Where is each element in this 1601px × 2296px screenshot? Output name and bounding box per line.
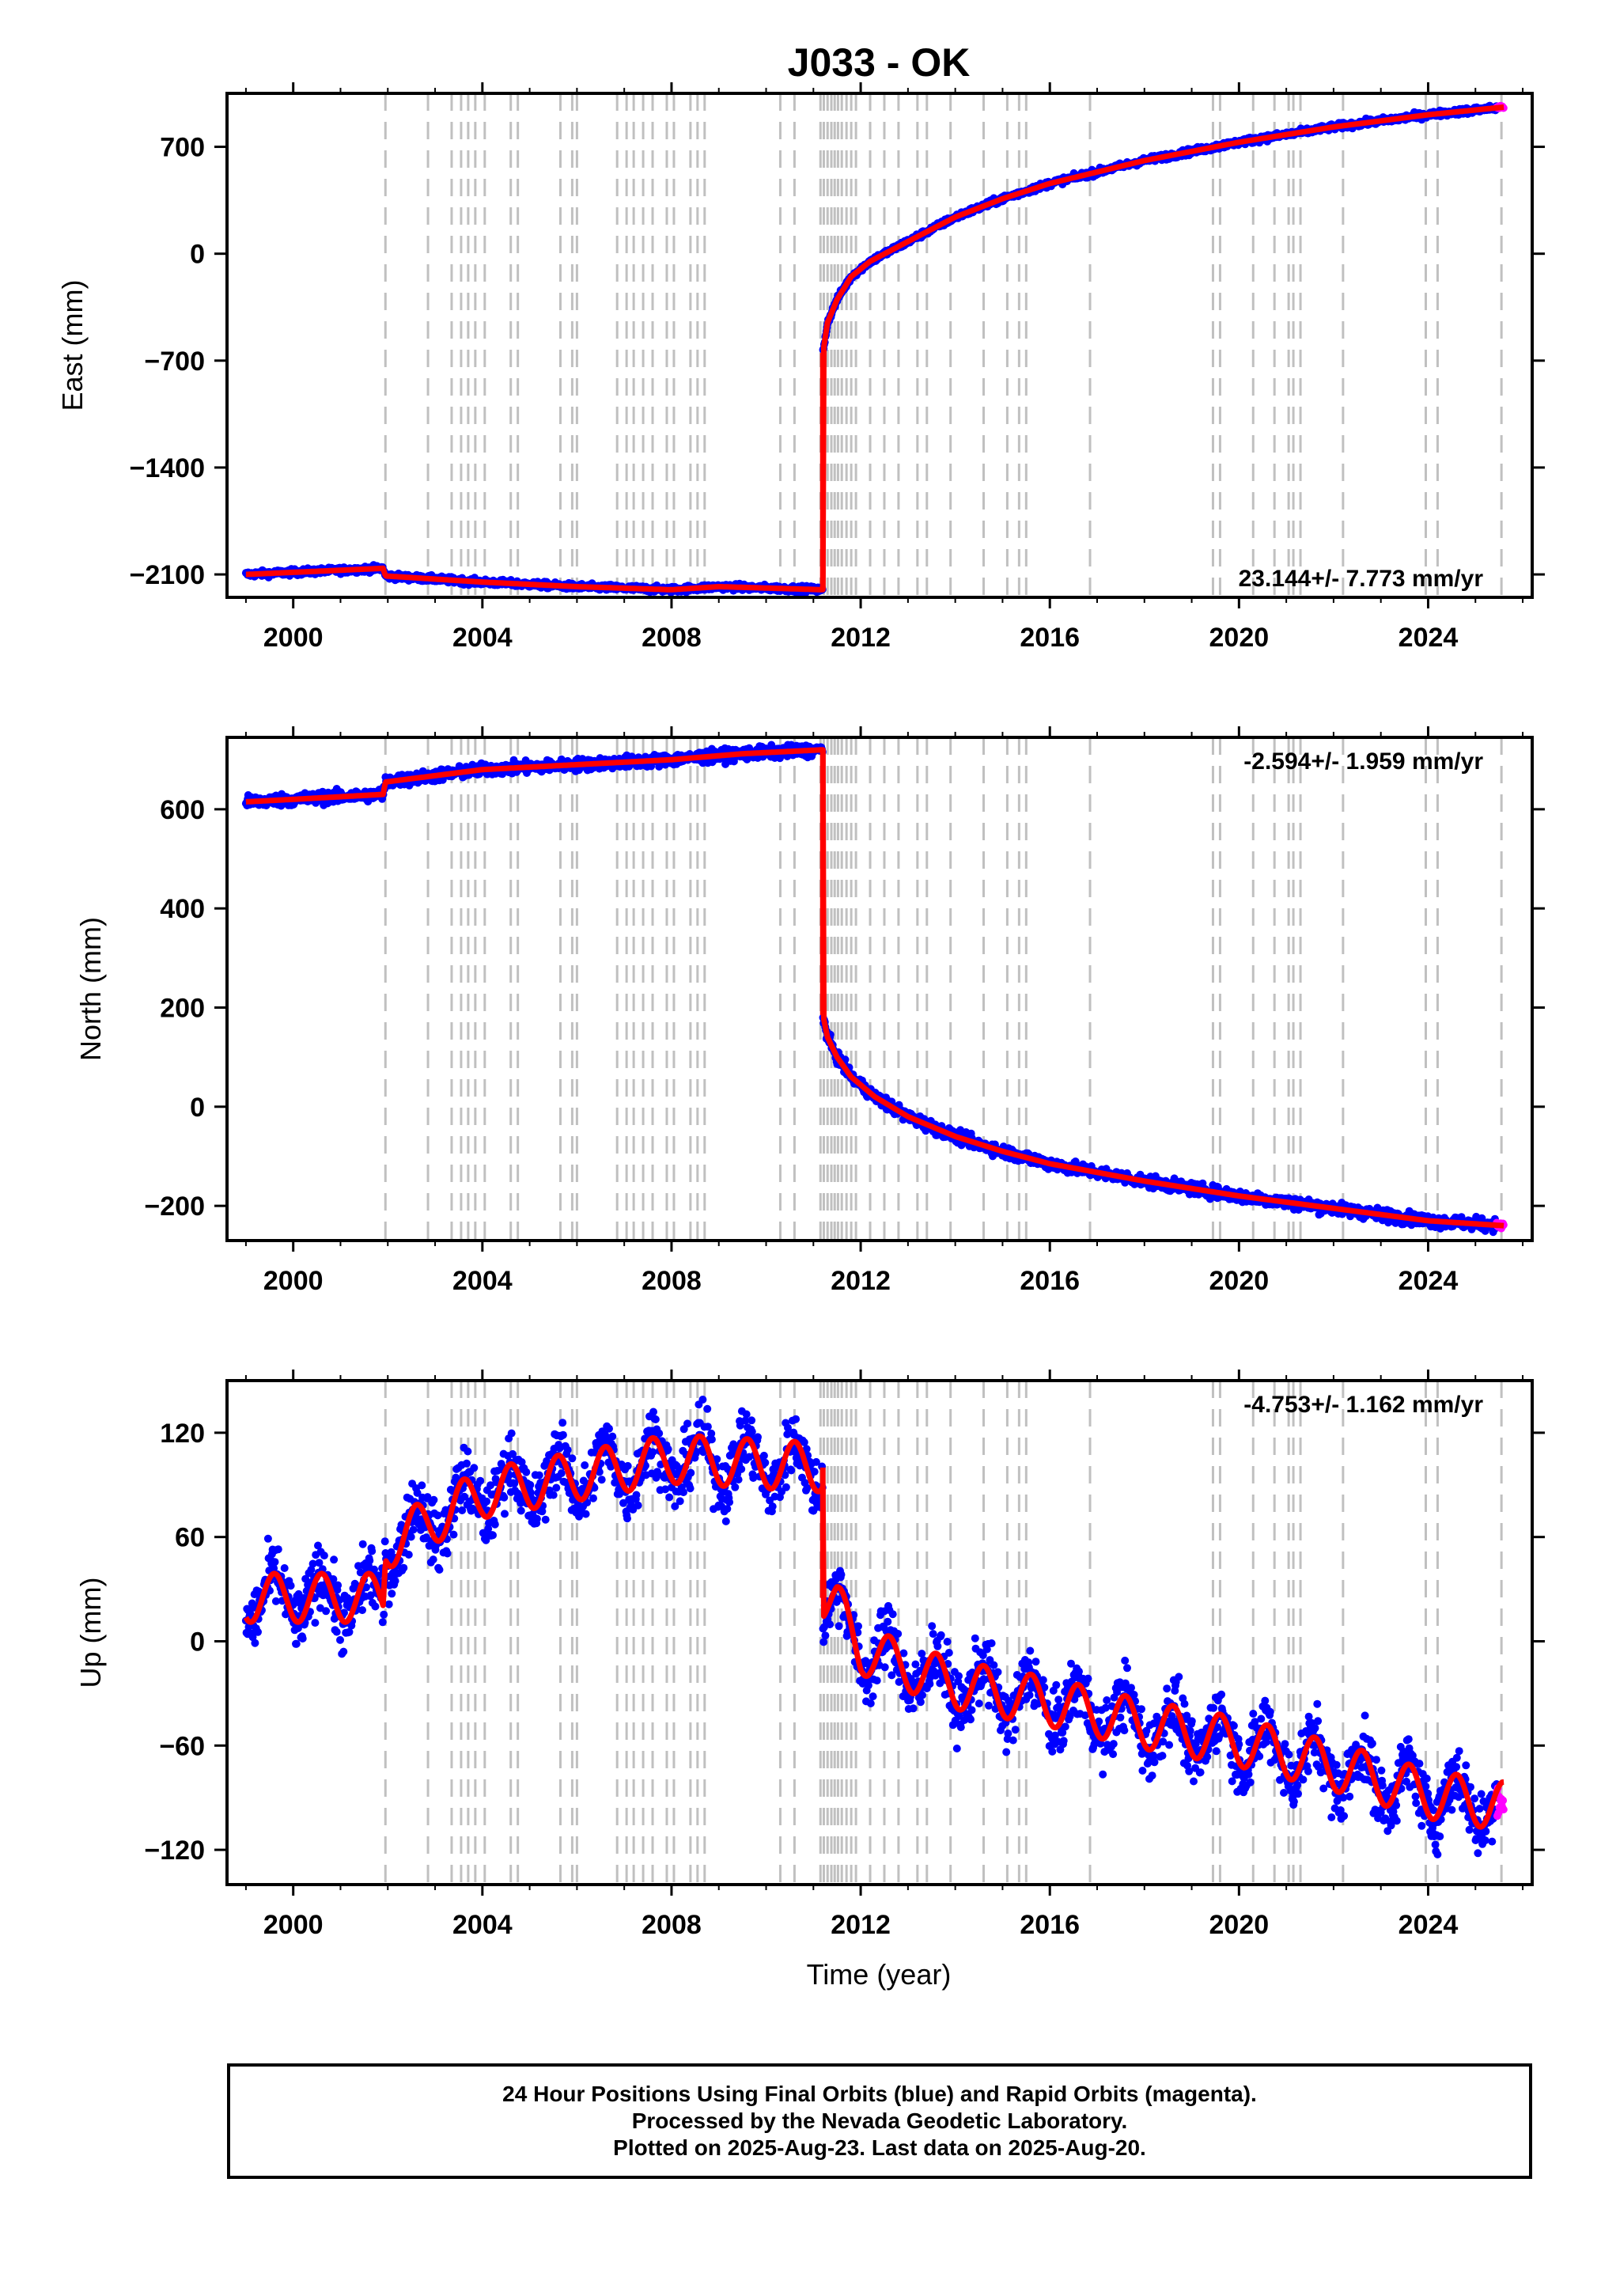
x-tick-label: 2016 [1020, 623, 1080, 653]
x-tick-label: 2004 [452, 1266, 513, 1296]
data-point [280, 1564, 289, 1572]
x-tick-label: 2020 [1209, 1266, 1270, 1296]
data-point [311, 1619, 320, 1627]
data-point [322, 1607, 331, 1616]
plot-area [241, 93, 1508, 597]
data-point [336, 1635, 344, 1644]
y-tick-label: −200 [144, 1192, 205, 1222]
data-point [334, 1581, 343, 1589]
x-tick-label: 2012 [831, 623, 891, 653]
data-point [292, 1639, 301, 1648]
panel-2: 2000 2004 2008 2012 2016 2020 20246004002000−2… [74, 726, 1545, 1296]
panel-3: 2000 2004 2008 2012 2016 2020 2024120600−60−12… [74, 1370, 1545, 1940]
y-tick-label: −700 [144, 347, 205, 377]
x-tick-label: 2012 [831, 1266, 891, 1296]
x-tick-label: 2000 [263, 623, 324, 653]
x-tick-label: 2024 [1399, 1266, 1459, 1296]
x-tick-label: 2004 [452, 623, 513, 653]
rate-label: -2.594+/- 1.959 mm/yr [1243, 748, 1483, 775]
final-orbit-points [241, 741, 1501, 1237]
data-point [286, 1582, 295, 1590]
y-tick-label: 400 [160, 894, 205, 924]
data-point [274, 1545, 282, 1554]
y-tick-label: 700 [160, 133, 205, 163]
y-tick-label: 600 [160, 795, 205, 825]
model-line [244, 747, 1506, 1229]
rate-label: 23.144+/- 7.773 mm/yr [1239, 566, 1484, 592]
data-point [263, 1534, 272, 1543]
y-tick-label: 200 [160, 993, 205, 1023]
panel-frame [225, 92, 1534, 599]
data-point [339, 1647, 348, 1656]
data-point [320, 1552, 328, 1560]
y-tick-label: 0 [190, 1093, 205, 1123]
x-tick-label: 2016 [1020, 1266, 1080, 1296]
data-point [332, 1627, 341, 1636]
plot-area [241, 1381, 1508, 1885]
plot-area [241, 737, 1508, 1241]
panel-frame [225, 736, 1534, 1242]
y-tick-label: −2100 [130, 560, 206, 590]
data-point [254, 1627, 262, 1636]
data-point [330, 1555, 339, 1564]
y-tick-label: −1400 [130, 453, 206, 483]
x-tick-label: 2008 [642, 1266, 702, 1296]
data-point [298, 1635, 307, 1642]
x-tick-label: 2008 [642, 623, 702, 653]
x-tick-label: 2000 [263, 1266, 324, 1296]
data-point [271, 1558, 279, 1567]
y-axis-title: East (mm) [56, 280, 89, 411]
x-tick-label: 2020 [1209, 623, 1270, 653]
panel-1: 2000 2004 2008 2012 2016 2020 2024 700 0 −700 −140… [56, 82, 1545, 653]
y-tick-label: 0 [190, 240, 205, 270]
model-line [244, 104, 1506, 593]
x-tick-label: 2024 [1399, 623, 1459, 653]
y-axis-title: North (mm) [74, 917, 107, 1061]
data-point [251, 1639, 259, 1647]
chart-title: J033 - OK [788, 40, 971, 85]
